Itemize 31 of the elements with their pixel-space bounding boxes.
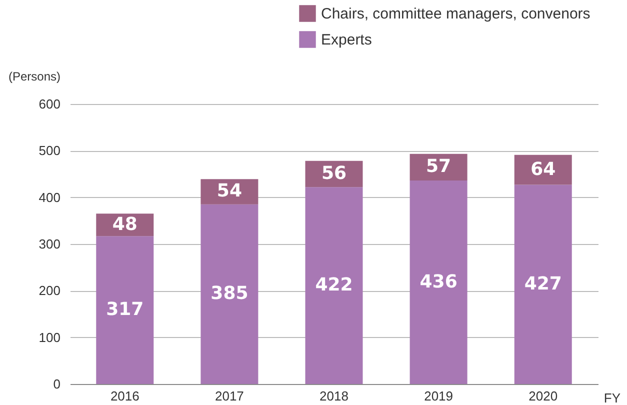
- bar: [305, 187, 363, 384]
- data-label: 422: [315, 274, 353, 296]
- x-tick-label: 2018: [320, 388, 348, 404]
- data-label: 385: [210, 283, 248, 304]
- legend-label: Chairs, committee managers, convenors: [321, 6, 590, 22]
- bar: [96, 236, 154, 384]
- x-tick-label: 2019: [424, 388, 454, 404]
- x-axis-title: FY: [604, 390, 621, 405]
- x-tick-label: 2017: [214, 388, 244, 404]
- bar: [410, 180, 468, 384]
- data-label: 427: [524, 273, 562, 294]
- y-tick-label: 0: [53, 376, 60, 392]
- data-label: 317: [106, 299, 144, 320]
- legend-label: Experts: [321, 32, 372, 48]
- data-label: 64: [530, 158, 556, 180]
- bar: [514, 184, 572, 384]
- data-label: 57: [426, 156, 452, 178]
- y-tick-label: 300: [38, 236, 60, 252]
- y-tick-label: 200: [38, 283, 60, 298]
- data-label: 56: [321, 163, 347, 184]
- y-tick-label: 500: [38, 143, 60, 158]
- y-tick-label: 400: [38, 190, 60, 205]
- data-label: 48: [112, 214, 138, 235]
- y-tick-label: 600: [38, 96, 60, 112]
- y-axis-title: (Persons): [8, 70, 61, 84]
- data-label: 436: [420, 271, 458, 292]
- x-tick-label: 2016: [110, 388, 140, 404]
- bar: [200, 204, 258, 384]
- x-tick-label: 2020: [528, 388, 558, 404]
- data-label: 54: [216, 180, 242, 202]
- y-tick-label: 100: [38, 330, 60, 345]
